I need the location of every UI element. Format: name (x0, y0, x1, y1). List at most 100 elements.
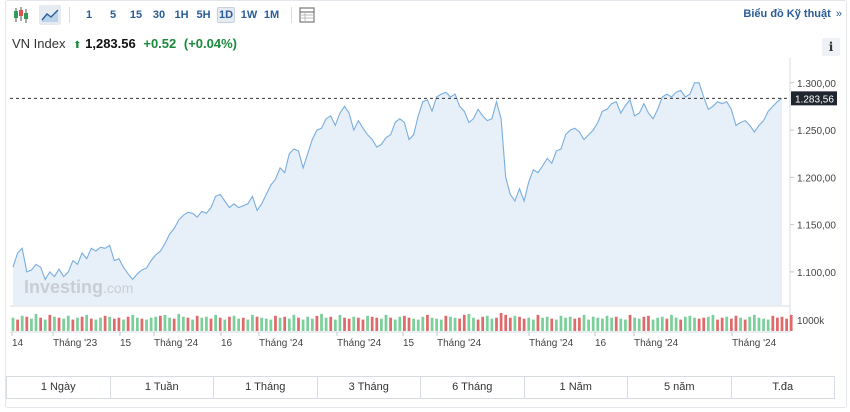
volume-bar (287, 318, 291, 331)
watermark-light: .com (103, 280, 133, 296)
range-button-0[interactable]: 1 Ngày (7, 377, 111, 398)
volume-bar (205, 316, 208, 331)
volume-bar (145, 319, 148, 331)
volume-bar (426, 314, 429, 331)
volume-bar (301, 319, 305, 331)
volume-bar (223, 319, 227, 331)
toolbar-separator (69, 7, 70, 23)
period-button-15[interactable]: 15 (129, 9, 143, 21)
double-chevron-right-icon: » (835, 8, 842, 20)
volume-bar (499, 312, 503, 331)
area-chart-icon[interactable] (39, 5, 61, 25)
x-tick-label: Tháng '24 (634, 338, 679, 349)
volume-bar (651, 319, 655, 331)
volume-bar (614, 316, 618, 331)
range-button-5[interactable]: 1 Năm (525, 377, 628, 398)
volume-bar (628, 314, 632, 331)
range-button-1[interactable]: 1 Tuần (111, 377, 214, 398)
y-tick-label: 1.200,00 (797, 173, 836, 184)
volume-bar (527, 317, 531, 331)
volume-bar (444, 315, 448, 331)
volume-bar (559, 315, 563, 331)
volume-bar (706, 316, 710, 331)
x-tick-label: Tháng '24 (337, 338, 382, 349)
volume-bar (370, 316, 374, 331)
volume-bar (186, 317, 190, 331)
range-button-2[interactable]: 1 Tháng (214, 377, 318, 398)
volume-bar (748, 316, 752, 331)
volume-bar (619, 318, 623, 331)
x-tick-label: Tháng '24 (437, 338, 482, 349)
x-tick-label: Tháng '24 (154, 338, 199, 349)
range-button-3[interactable]: 3 Tháng (318, 377, 421, 398)
volume-bar (536, 314, 540, 331)
volume-bar (172, 318, 176, 331)
volume-bar (158, 315, 162, 331)
price-area-fill (13, 82, 782, 305)
chart-toolbar: 1 5 15 30 1H 5H 1D 1W 1M Biểu đồ Kỹ thuật » (6, 1, 848, 29)
volume-bar (329, 316, 333, 331)
period-button-1m[interactable]: 1M (263, 9, 280, 21)
period-button-5h[interactable]: 5H (196, 9, 211, 21)
technical-chart-link[interactable]: Biểu đồ Kỹ thuật » (743, 8, 842, 20)
instrument-header: VN Index ⬆ 1,283.56 +0.52 (+0.04%) (12, 36, 237, 54)
volume-bar (278, 317, 282, 331)
price-change: +0.52 (143, 36, 177, 51)
volume-bar (665, 318, 669, 331)
volume-bar (126, 316, 130, 331)
period-button-1h[interactable]: 1H (174, 9, 189, 21)
y-tick-label: 1.150,00 (797, 221, 836, 232)
x-tick-label: Tháng '24 (259, 338, 304, 349)
volume-bar (729, 318, 733, 331)
volume-bar (380, 318, 383, 331)
period-button-5[interactable]: 5 (109, 9, 117, 21)
volume-bar (48, 314, 52, 331)
volume-bar (366, 315, 369, 331)
volume-bar (333, 319, 337, 331)
volume-bar (135, 317, 139, 331)
candlestick-chart-icon[interactable] (10, 5, 32, 25)
volume-bar (564, 317, 567, 331)
range-button-7[interactable]: T.đa (772, 381, 794, 393)
x-tick-label: Tháng '23 (53, 338, 98, 349)
volume-bar (453, 317, 457, 331)
x-tick-label: 16 (595, 338, 607, 349)
volume-bar (683, 316, 687, 331)
volume-bar (435, 318, 439, 331)
volume-bar (297, 317, 300, 331)
range-button-4[interactable]: 6 Tháng (421, 377, 525, 398)
volume-bar (246, 319, 250, 331)
last-price-tag (791, 91, 837, 106)
volume-bar (260, 317, 264, 331)
volume-bar (449, 316, 452, 331)
info-button[interactable]: i (822, 38, 840, 56)
volume-bar (785, 318, 788, 331)
x-tick-label: 15 (403, 338, 415, 349)
period-button-1d[interactable]: 1D (217, 7, 235, 23)
volume-bar (458, 318, 462, 331)
volume-bar (518, 316, 521, 331)
volume-bar (776, 317, 779, 331)
period-button-30[interactable]: 30 (152, 9, 166, 21)
x-tick-label: 14 (12, 338, 24, 349)
investing-watermark: Investing.com (24, 277, 133, 297)
volume-bar (716, 319, 719, 331)
volume-bar (16, 319, 19, 331)
volume-bar (757, 317, 761, 331)
range-button-6[interactable]: 5 năm (628, 377, 732, 398)
volume-bar (320, 313, 323, 331)
volume-bar (624, 319, 627, 331)
volume-bar (508, 317, 512, 331)
period-button-1[interactable]: 1 (85, 9, 93, 21)
volume-bar (610, 317, 613, 331)
table-view-icon[interactable] (296, 5, 318, 25)
volume-bar (324, 317, 328, 331)
volume-bar (439, 319, 443, 331)
volume-bar (550, 318, 554, 331)
period-button-1w[interactable]: 1W (240, 9, 258, 21)
volume-bar (389, 317, 392, 331)
technical-chart-link-label[interactable]: Biểu đồ Kỹ thuật (743, 8, 831, 20)
volume-bar (343, 317, 346, 331)
price-chart[interactable]: Investing.com 1.300,00 1.250,00 1.200,00 1.1… (0, 0, 850, 370)
volume-bar (108, 316, 112, 331)
